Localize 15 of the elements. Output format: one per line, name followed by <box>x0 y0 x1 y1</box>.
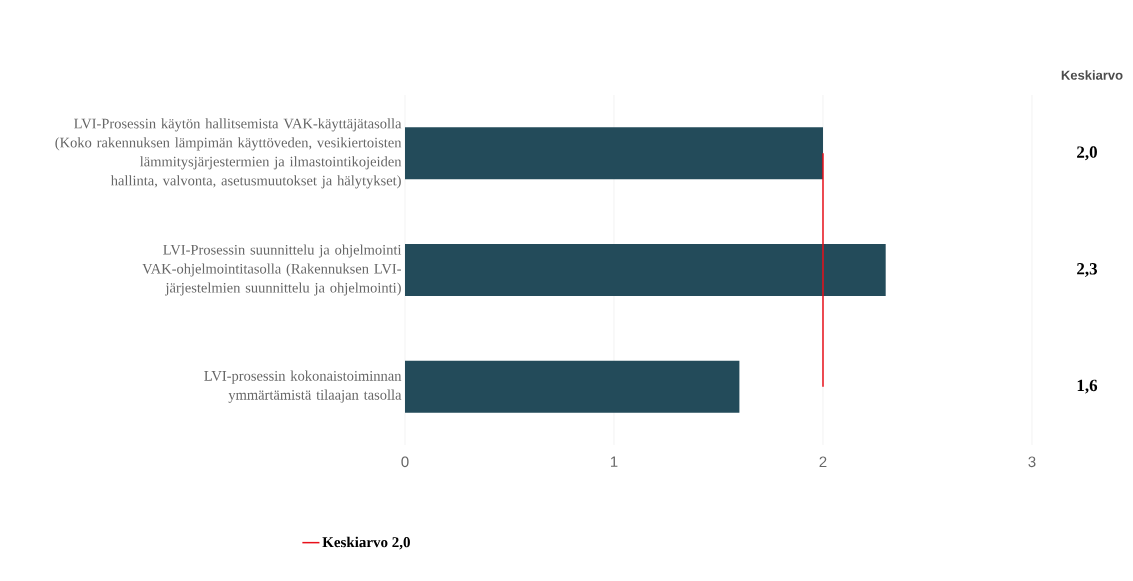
x-tick-label: 2 <box>819 456 827 467</box>
x-tick-label: 0 <box>401 456 409 468</box>
y-tick-label: LVI-Prosessin käytön hallitsemista VAK-käyttäjätasolla (Koko rakennuksen lämpimän käyttöveden, vesikiertoisten lämmitysjärjestermien ja ilmastointikojeiden hallinta, valvonta, asetusmuutokset ja hälytykset) <box>55 118 402 189</box>
x-tick-label: 3 <box>1028 456 1036 468</box>
y-tick-label: LVI-prosessin kokonaistoiminnan ymmärtämistä tilaajan tasolla <box>204 370 402 403</box>
text: Keskiarvo <box>1061 70 1123 80</box>
data-label: 2,3 <box>1077 263 1098 277</box>
y-tick-label: LVI-Prosessin suunnittelu ja ohjelmointi VAK-ohjelmointitasolla (Rakennuksen LVI-järjestelmien suunnittelu ja ohjelmointi) <box>142 244 402 296</box>
legend-label: Keskiarvo 2,0 <box>322 536 410 550</box>
data-label: 2,0 <box>1077 146 1097 161</box>
bar <box>405 360 740 413</box>
bar <box>405 244 886 296</box>
bar <box>405 127 823 180</box>
x-tick-label: 1 <box>610 456 618 467</box>
data-label: 1,6 <box>1077 379 1098 394</box>
